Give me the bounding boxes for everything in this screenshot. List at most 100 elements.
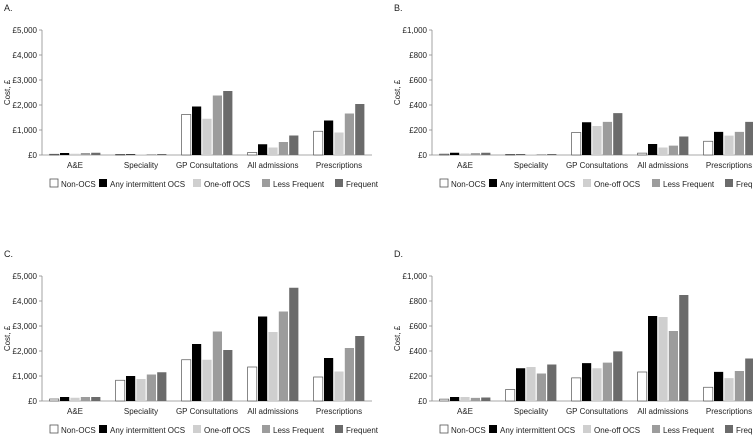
bar — [571, 132, 582, 156]
legend-swatch — [439, 424, 449, 434]
category-label: Prescriptions — [316, 161, 362, 170]
bar — [460, 397, 470, 401]
legend-swatch — [262, 425, 270, 433]
category-label: All admissions — [637, 161, 688, 170]
bar — [602, 121, 612, 155]
category-label: All admissions — [637, 407, 688, 416]
bar — [126, 154, 136, 155]
bar — [724, 378, 734, 401]
bar — [526, 367, 536, 401]
bar — [355, 336, 365, 401]
bar — [658, 317, 668, 401]
legend-swatch — [49, 424, 59, 434]
bar — [637, 152, 648, 156]
y-tick-label: £3,000 — [13, 322, 38, 331]
bar — [157, 154, 167, 155]
y-tick-label: £600 — [409, 76, 427, 85]
legend-swatch — [489, 425, 497, 433]
bar — [80, 397, 90, 401]
legend-swatch — [49, 178, 59, 188]
bar — [344, 113, 354, 155]
y-tick-label: £0 — [28, 397, 37, 406]
bar — [582, 363, 592, 401]
bar — [202, 359, 212, 401]
y-tick-label: £400 — [409, 347, 427, 356]
bar — [223, 350, 233, 401]
y-tick-label: £4,000 — [13, 297, 38, 306]
category-label: Prescriptions — [316, 407, 362, 416]
bar — [278, 311, 288, 401]
y-axis-title: Cost, £ — [393, 325, 402, 351]
legend-label: One-off OCS — [594, 426, 640, 435]
category-label: A&E — [67, 161, 83, 170]
bar — [258, 316, 268, 401]
bar — [334, 132, 344, 155]
legend-swatch — [335, 179, 343, 187]
bar — [516, 368, 526, 401]
bar — [637, 371, 648, 402]
y-tick-label: £2,000 — [13, 347, 38, 356]
legend-label: Less Frequent — [663, 426, 715, 435]
legend-label: Less Frequent — [273, 180, 325, 189]
bar — [516, 154, 526, 155]
y-tick-label: £1,000 — [403, 272, 428, 281]
y-tick-label: £3,000 — [13, 76, 38, 85]
bar — [60, 153, 70, 155]
bar — [668, 145, 678, 155]
bar — [136, 154, 146, 155]
bar — [460, 153, 470, 155]
category-label: Prescriptions — [706, 407, 752, 416]
bar — [613, 351, 623, 401]
bar — [582, 122, 592, 155]
category-label: Speciality — [124, 407, 158, 416]
bar — [592, 368, 602, 401]
legend-label: Frequent — [346, 426, 379, 435]
bar — [439, 398, 450, 402]
legend-label: Any intermittent OCS — [500, 180, 575, 189]
bar — [202, 118, 212, 155]
bar — [592, 126, 602, 155]
y-tick-label: £4,000 — [13, 51, 38, 60]
bar — [157, 372, 167, 401]
panel-label: D. — [394, 249, 403, 259]
y-tick-label: £0 — [418, 397, 427, 406]
bar — [714, 131, 724, 155]
category-label: All admissions — [247, 407, 298, 416]
y-tick-label: £200 — [409, 126, 427, 135]
bar — [115, 154, 126, 156]
chart-panel: C. Cost, £ £0 £1,000 £2,000 £3,000 £4,000 £5,00… — [3, 249, 379, 435]
legend-label: Non-OCS — [61, 426, 96, 435]
bar — [481, 152, 491, 155]
bar — [334, 371, 344, 401]
y-tick-label: £5,000 — [13, 272, 38, 281]
bar — [223, 91, 233, 155]
legend-label: One-off OCS — [204, 426, 250, 435]
legend-label: Any intermittent OCS — [110, 180, 185, 189]
bar — [526, 154, 536, 155]
legend-swatch — [583, 179, 591, 187]
panel-label: B. — [394, 3, 403, 13]
bar — [115, 379, 126, 402]
legend-swatch — [262, 179, 270, 187]
bar — [289, 287, 299, 401]
legend-label: Non-OCS — [451, 180, 486, 189]
legend-label: Frequent — [346, 180, 379, 189]
bar — [247, 152, 258, 156]
bar — [313, 130, 324, 156]
panel-label: C. — [4, 249, 13, 259]
legend-label: Less Frequent — [663, 180, 715, 189]
y-tick-label: £400 — [409, 101, 427, 110]
legend-swatch — [439, 178, 449, 188]
bar — [136, 379, 146, 401]
category-label: GP Consultations — [176, 161, 238, 170]
bar — [268, 147, 278, 155]
category-label: GP Consultations — [566, 407, 628, 416]
y-axis-title: Cost, £ — [3, 325, 12, 351]
category-label: A&E — [457, 407, 473, 416]
bar — [470, 153, 480, 155]
bar — [714, 371, 724, 401]
bar — [70, 397, 80, 401]
bar — [344, 348, 354, 401]
category-label: A&E — [67, 407, 83, 416]
